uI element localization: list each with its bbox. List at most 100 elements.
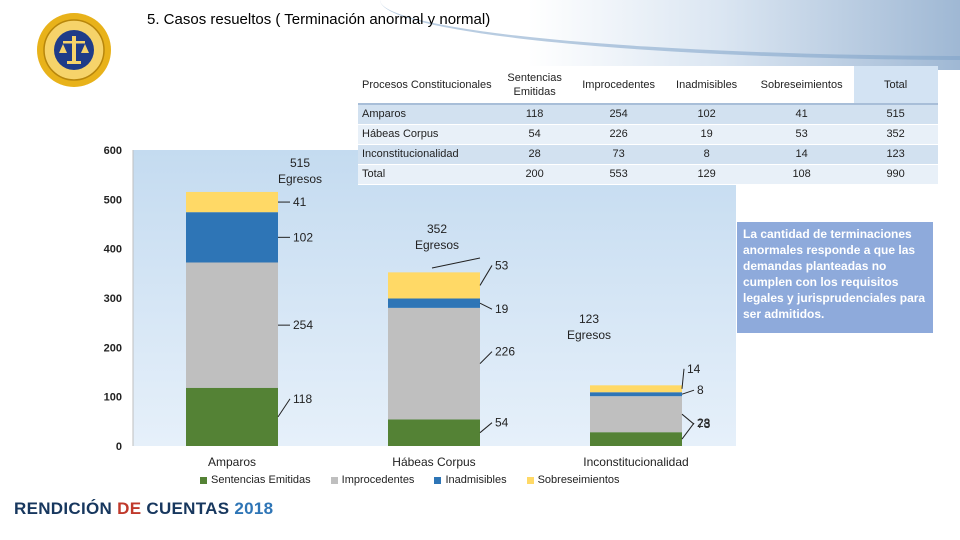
table-cell: 54 — [495, 124, 574, 145]
note-box: La cantidad de terminaciones anormales r… — [737, 222, 933, 333]
data-label: 54 — [495, 416, 509, 430]
table-cell: 129 — [663, 164, 750, 185]
slide-title: 5. Casos resueltos ( Terminación anormal… — [147, 11, 491, 28]
legend-item-inadmisibles: Inadmisibles — [434, 474, 507, 486]
table-cell: 102 — [663, 104, 750, 125]
bar-segment — [590, 392, 682, 397]
table-cell: 41 — [749, 104, 854, 125]
table-header: Improcedentes — [573, 66, 664, 105]
bar-segment — [590, 385, 682, 393]
bar-segment — [388, 419, 480, 446]
legend-item-sobreseimientos: Sobreseimientos — [526, 474, 620, 486]
data-label: 53 — [495, 258, 509, 272]
legend-label-sobreseimientos: Sobreseimientos — [537, 474, 620, 486]
table-cell: 553 — [573, 164, 664, 185]
table-cell: 226 — [573, 124, 664, 145]
table-header: Sentencias Emitidas — [495, 66, 574, 105]
legend-item-improcedentes: Improcedentes — [330, 474, 415, 486]
bar-segment — [388, 298, 480, 308]
table-cell: 53 — [749, 124, 854, 145]
data-label: 226 — [495, 345, 515, 359]
table-cell: 990 — [853, 164, 938, 185]
bar-segment — [186, 191, 278, 213]
table-cell: 19 — [663, 124, 750, 145]
table-row: Inconstitucionalidad 28 73 8 14 123 — [358, 144, 938, 165]
bar-segment — [186, 262, 278, 388]
table-cell: Total — [358, 164, 496, 185]
legend-label-sentencias: Sentencias Emitidas — [211, 474, 311, 486]
value-leader-line — [479, 265, 493, 286]
table-cell: 73 — [573, 144, 664, 165]
table-cell: 14 — [749, 144, 854, 165]
brand-part: DE — [117, 499, 142, 518]
brand-part: CUENTAS — [141, 499, 235, 518]
table-cell: Hábeas Corpus — [358, 124, 496, 145]
total-leader-line — [431, 257, 481, 269]
value-leader-line — [681, 413, 695, 425]
table-cell: 123 — [853, 144, 938, 165]
table-header: Total — [853, 66, 938, 105]
bar-segment — [590, 432, 682, 446]
x-category-label: Inconstitucionalidad — [583, 455, 688, 469]
x-category-label: Amparos — [208, 455, 256, 469]
value-leader-line — [681, 368, 685, 389]
data-label: 254 — [293, 318, 313, 332]
data-label: 118 — [293, 392, 312, 406]
bar-segment — [186, 212, 278, 263]
value-leader-line — [681, 422, 695, 440]
table-cell: 28 — [495, 144, 574, 165]
y-tick-label: 300 — [104, 293, 122, 305]
y-tick-label: 0 — [116, 441, 122, 453]
legend-swatch-sentencias — [200, 476, 207, 484]
table-cell: 515 — [853, 104, 938, 125]
legend-swatch-sobreseimientos — [526, 476, 534, 484]
table-header: Sobreseimientos — [749, 66, 854, 105]
legend-swatch-improcedentes — [330, 476, 338, 484]
table-cell: 8 — [663, 144, 750, 165]
y-tick-label: 500 — [104, 194, 122, 206]
table-cell: 108 — [749, 164, 854, 185]
summary-table: Procesos Constitucionales Sentencias Emi… — [358, 66, 938, 185]
table-cell: Inconstitucionalidad — [358, 144, 496, 165]
data-label: 41 — [293, 195, 307, 209]
chart-legend: Sentencias Emitidas Improcedentes Inadmi… — [200, 474, 620, 486]
table-cell: Amparos — [358, 104, 496, 125]
bar-segment — [388, 307, 480, 420]
value-leader-line — [681, 389, 695, 395]
y-tick-label: 600 — [104, 145, 122, 157]
table-header: Inadmisibles — [663, 66, 750, 105]
data-label: 102 — [293, 230, 313, 244]
table-cell: 254 — [573, 104, 664, 125]
x-category-label: Hábeas Corpus — [392, 455, 475, 469]
y-tick-label: 100 — [104, 392, 122, 404]
bar-segment — [388, 272, 480, 299]
value-leader-line — [277, 398, 291, 418]
total-label: 352 Egresos — [415, 222, 459, 252]
table-cell: 200 — [495, 164, 574, 185]
brand-part: RENDICIÓN — [14, 499, 118, 518]
data-label: 8 — [697, 383, 704, 397]
data-label: 73 — [697, 417, 711, 431]
legend-swatch-inadmisibles — [434, 476, 442, 484]
table-header: Procesos Constitucionales — [358, 66, 496, 105]
bar-segment — [186, 387, 278, 446]
data-label: 19 — [495, 302, 509, 316]
legend-label-improcedentes: Improcedentes — [341, 474, 415, 486]
y-tick-label: 400 — [104, 244, 122, 256]
bar-segment — [590, 396, 682, 433]
value-leader-line — [479, 302, 493, 310]
brand-footer: RENDICIÓN DE CUENTAS 2018 — [14, 499, 273, 519]
value-leader-line — [479, 351, 493, 364]
table-cell: 118 — [495, 104, 574, 125]
table-row: Total 200 553 129 108 990 — [358, 164, 938, 185]
table-cell: 352 — [853, 124, 938, 145]
table-row: Amparos 118 254 102 41 515 — [358, 104, 938, 125]
legend-item-sentencias: Sentencias Emitidas — [200, 474, 311, 486]
table-row: Hábeas Corpus 54 226 19 53 352 — [358, 124, 938, 145]
table-header-row: Procesos Constitucionales Sentencias Emi… — [358, 66, 938, 105]
data-label: 14 — [687, 362, 701, 376]
total-label: 123 Egresos — [567, 312, 611, 342]
data-label: 28 — [697, 416, 711, 430]
legend-label-inadmisibles: Inadmisibles — [445, 474, 507, 486]
